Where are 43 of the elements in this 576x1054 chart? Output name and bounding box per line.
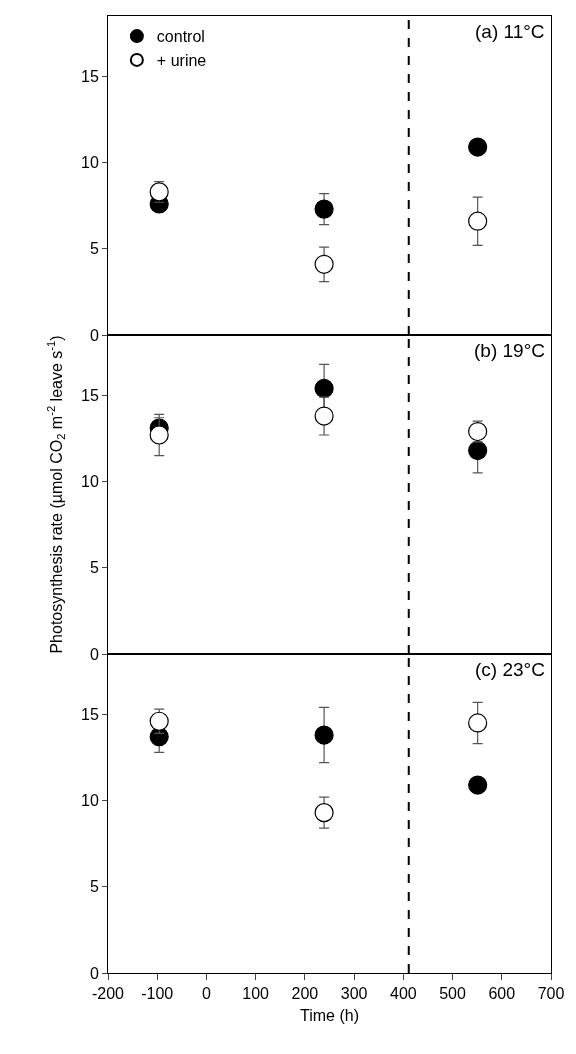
y-tick-label: 10 bbox=[81, 154, 99, 172]
y-tick-label: 0 bbox=[89, 964, 99, 982]
point bbox=[468, 137, 488, 157]
point bbox=[468, 775, 488, 795]
point bbox=[314, 725, 334, 745]
point bbox=[314, 254, 334, 274]
x-tick-label: -200 bbox=[91, 985, 125, 1003]
x-tick-label: 300 bbox=[340, 985, 368, 1003]
legend-label: + urine bbox=[156, 52, 207, 70]
annotation: (c) 23°C bbox=[475, 659, 545, 680]
point bbox=[468, 421, 488, 442]
y-tick-label: 10 bbox=[81, 473, 99, 491]
point bbox=[314, 378, 334, 399]
y-tick-label: 10 bbox=[81, 792, 99, 810]
y-tick-label: 0 bbox=[89, 326, 99, 344]
y-tick-label: 15 bbox=[81, 386, 99, 404]
point bbox=[149, 711, 169, 731]
y-tick-label: 0 bbox=[89, 645, 99, 663]
point bbox=[468, 440, 488, 461]
legend-label: control bbox=[156, 28, 205, 46]
x-tick-label: 600 bbox=[488, 985, 516, 1003]
y-tick-label: 15 bbox=[81, 67, 99, 85]
x-tick-label: 500 bbox=[439, 985, 467, 1003]
x-tick-label: 100 bbox=[242, 985, 270, 1003]
point bbox=[149, 425, 169, 445]
x-tick-label: -100 bbox=[141, 985, 174, 1003]
point bbox=[468, 211, 488, 231]
x-tick-label: 700 bbox=[537, 985, 565, 1003]
point bbox=[314, 199, 334, 219]
y-tick-label: 15 bbox=[81, 705, 99, 723]
y-tick-label: 5 bbox=[89, 878, 99, 896]
point bbox=[314, 406, 334, 426]
point bbox=[314, 803, 334, 823]
annotation: (a) 11°C bbox=[475, 21, 545, 42]
x-axis-title: Time (h) bbox=[300, 1006, 359, 1024]
point bbox=[149, 182, 169, 202]
x-tick-label: 400 bbox=[389, 985, 417, 1003]
point bbox=[468, 713, 488, 733]
annotation: (b) 19°C bbox=[474, 340, 545, 361]
x-tick-label: 0 bbox=[201, 985, 211, 1003]
y-tick-label: 5 bbox=[89, 240, 99, 258]
y-tick-label: 5 bbox=[89, 559, 99, 577]
x-tick-label: 200 bbox=[291, 985, 319, 1003]
